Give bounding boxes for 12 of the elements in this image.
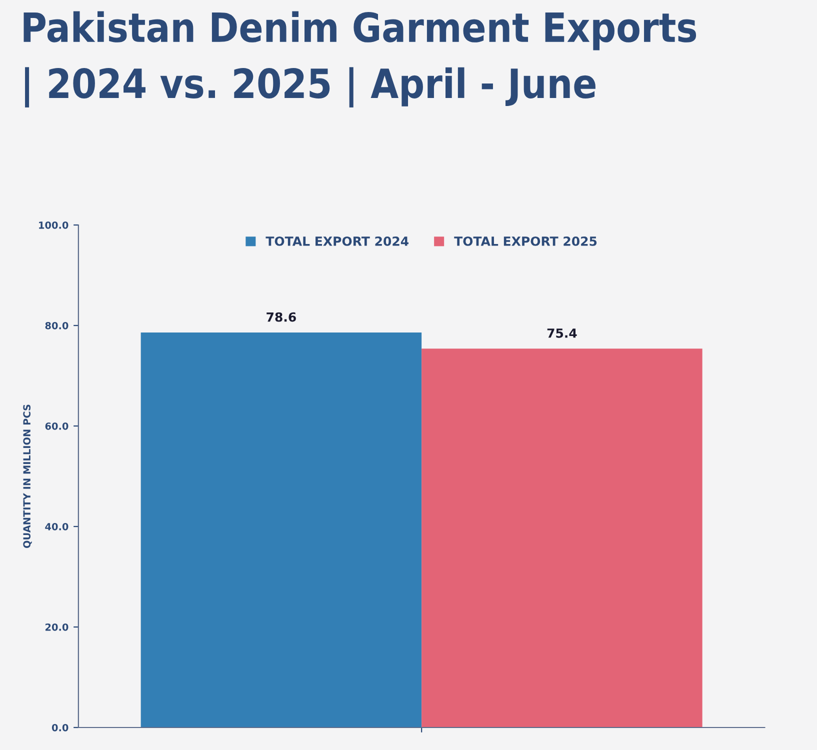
y-axis-title: QUANTITY IN MILLION PCS: [23, 404, 32, 548]
y-tick-label: 80.0: [45, 322, 68, 330]
y-tick-label: 40.0: [45, 522, 68, 530]
y-tick-label: 20.0: [45, 623, 68, 631]
y-tick-label: 100.0: [39, 221, 68, 229]
y-tick-label: 60.0: [45, 422, 68, 430]
legend-label: TOTAL EXPORT 2024: [266, 236, 408, 246]
y-tick-label: 0.0: [52, 724, 68, 732]
data-label: 75.4: [547, 328, 577, 338]
chart-title: Pakistan Denim Garment Exports | 2024 vs. 2025 | April - June: [24, 11, 696, 108]
legend-label: TOTAL EXPORT 2025: [454, 236, 597, 246]
data-label: 78.6: [266, 312, 296, 322]
